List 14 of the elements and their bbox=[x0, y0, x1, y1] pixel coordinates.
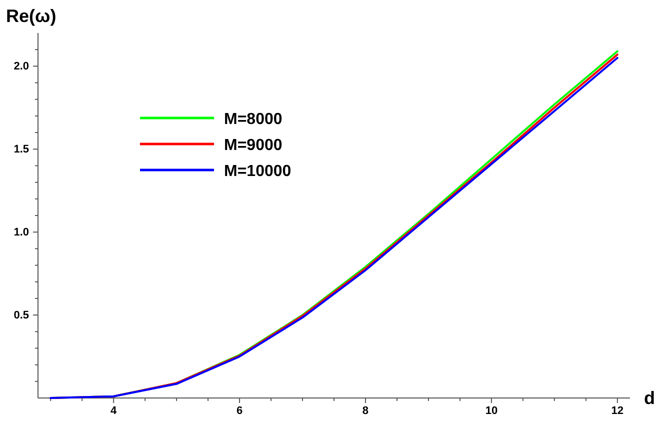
x-tick-label: 6 bbox=[236, 404, 243, 417]
x-tick-label: 12 bbox=[611, 404, 624, 417]
y-tick-label: 0.5 bbox=[14, 310, 29, 322]
y-tick-label: 1.0 bbox=[14, 226, 29, 239]
x-axis-title: d bbox=[644, 388, 655, 408]
x-tick-label: 4 bbox=[110, 404, 118, 417]
legend-label: M=8000 bbox=[224, 111, 282, 128]
y-axis-title: Re(ω) bbox=[6, 6, 56, 26]
x-tick-label: 10 bbox=[485, 404, 498, 417]
legend-label: M=9000 bbox=[224, 137, 282, 154]
x-tick-label: 8 bbox=[362, 404, 369, 417]
y-tick-label: 1.5 bbox=[14, 144, 29, 156]
legend-label: M=10000 bbox=[224, 163, 292, 180]
y-tick-label: 2.0 bbox=[14, 60, 29, 73]
